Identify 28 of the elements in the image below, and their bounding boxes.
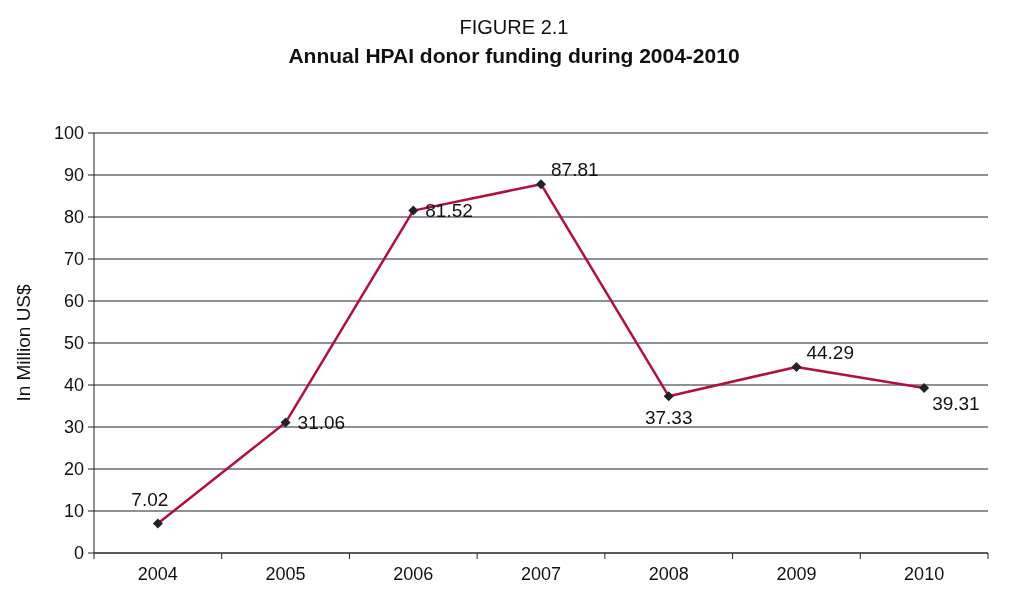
y-tick-label: 100 — [53, 123, 84, 143]
x-tick-label: 2007 — [520, 564, 562, 584]
data-label: 81.52 — [425, 199, 473, 221]
y-axis-title: In Million US$ — [13, 283, 34, 402]
y-tick-label: 30 — [63, 417, 84, 437]
y-tick-label: 10 — [63, 501, 84, 521]
chart-title: FIGURE 2.1 — [459, 16, 569, 38]
data-label: 44.29 — [806, 341, 854, 363]
data-label: 87.81 — [551, 159, 599, 181]
x-tick-label: 2010 — [904, 564, 945, 584]
y-tick-label: 60 — [63, 291, 84, 311]
y-tick-label: 90 — [63, 165, 84, 185]
y-tick-label: 20 — [63, 459, 84, 479]
y-tick-label: 70 — [63, 249, 84, 269]
data-label: 39.31 — [932, 392, 980, 414]
y-tick-label: 50 — [63, 333, 84, 353]
x-tick-label: 2009 — [776, 564, 817, 584]
data-label: 7.02 — [131, 488, 169, 510]
x-tick-label: 2008 — [648, 564, 689, 584]
chart-subtitle: Annual HPAI donor funding during 2004-2010 — [288, 44, 740, 67]
x-tick-label: 2004 — [137, 564, 178, 584]
y-tick-label: 0 — [73, 543, 84, 563]
data-label: 31.06 — [297, 411, 346, 433]
data-label: 37.33 — [644, 407, 693, 429]
y-tick-label: 40 — [63, 375, 84, 395]
x-tick-label: 2005 — [265, 564, 306, 584]
y-tick-label: 80 — [63, 207, 84, 227]
x-tick-label: 2006 — [393, 564, 434, 584]
